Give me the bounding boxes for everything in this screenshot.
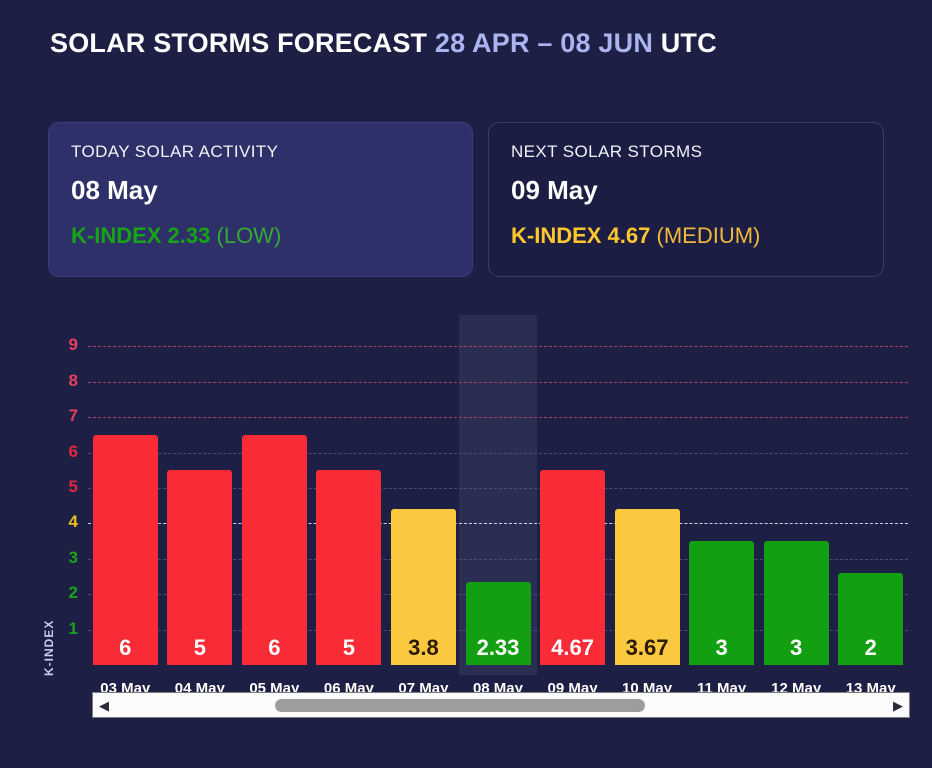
bar-value-label: 5 <box>193 635 206 660</box>
chart-bar[interactable]: 3.8 <box>390 509 456 665</box>
gridline <box>88 346 908 348</box>
scroll-left-arrow-icon[interactable]: ◀ <box>99 697 109 713</box>
card-date-today: 08 May <box>71 175 158 205</box>
bar-value-label: 5 <box>342 635 356 660</box>
chart-bar[interactable]: 2.33 <box>465 582 531 665</box>
card-kindex-today: K-INDEX 2.33 (LOW) <box>71 223 281 249</box>
y-axis-tick-label: 9 <box>68 335 78 355</box>
card-title-today: TODAY SOLAR ACTIVITY <box>71 142 279 161</box>
bar-value-label: 6 <box>268 635 281 660</box>
bar-value-label: 2.33 <box>476 635 520 660</box>
scrollbar-thumb[interactable] <box>275 699 645 712</box>
scroll-right-arrow-icon[interactable]: ▶ <box>893 697 903 713</box>
card-date-next: 09 May <box>511 175 598 205</box>
chart-plot-area: 6 5 6 5 3.8 2.33 4.67 3.67 3 3 2 <box>88 325 908 665</box>
kindex-bar-chart: 6 5 6 5 3.8 2.33 4.67 3.67 3 3 2 9 8 7 6 5 4 3 2 1 03 May 04… <box>0 300 932 700</box>
y-axis-tick-label: 4 <box>68 512 78 532</box>
chart-bar[interactable]: 4.67 <box>540 470 606 665</box>
gridline <box>88 487 908 489</box>
card-kindex-level-next: (MEDIUM) <box>650 223 761 248</box>
page-title: SOLAR STORMS FORECAST 28 APR – 08 JUN UT… <box>50 28 717 59</box>
bar-value-label: 3.8 <box>408 635 439 660</box>
bar-value-label: 2 <box>864 635 877 660</box>
y-axis-tick-label: 1 <box>68 618 78 638</box>
card-kindex-value-next: K-INDEX 4.67 <box>511 223 651 248</box>
chart-horizontal-scrollbar[interactable]: ◀ ▶ <box>92 692 910 718</box>
y-axis-tick-label: 2 <box>68 583 78 603</box>
y-axis-tick-label: 5 <box>68 476 78 496</box>
chart-bar[interactable]: 6 <box>92 434 158 665</box>
chart-bar[interactable]: 5 <box>167 470 233 665</box>
chart-bar[interactable]: 3.67 <box>614 509 680 665</box>
card-title-next: NEXT SOLAR STORMS <box>511 142 703 161</box>
gridline <box>88 417 908 419</box>
next-solar-storms-card: NEXT SOLAR STORMS 09 May K-INDEX 4.67 (M… <box>488 122 884 277</box>
title-utc: UTC <box>653 28 717 58</box>
y-axis-tick-label: 3 <box>68 547 78 567</box>
gridline <box>88 381 908 383</box>
bar-value-label: 3 <box>715 635 728 660</box>
today-solar-activity-card: TODAY SOLAR ACTIVITY 08 May K-INDEX 2.33… <box>48 122 473 277</box>
y-axis-tick-label: 6 <box>68 441 78 461</box>
card-kindex-value-today: K-INDEX 2.33 <box>71 223 211 248</box>
bar-value-label: 4.67 <box>551 635 594 660</box>
gridline <box>88 523 908 525</box>
bar-value-label: 6 <box>119 635 132 660</box>
gridline <box>88 452 908 454</box>
gridline <box>88 558 908 560</box>
card-kindex-next: K-INDEX 4.67 (MEDIUM) <box>511 223 760 249</box>
y-axis-tick-label: 7 <box>68 406 78 426</box>
y-axis-tick-label: 8 <box>68 370 78 390</box>
chart-bar[interactable]: 2 <box>838 572 904 665</box>
title-main: SOLAR STORMS FORECAST <box>50 28 435 58</box>
chart-bar[interactable]: 5 <box>316 470 382 665</box>
card-kindex-level-today: (LOW) <box>210 223 282 248</box>
bar-value-label: 3.67 <box>625 635 669 660</box>
y-axis-title: K-INDEX <box>42 619 56 676</box>
bar-value-label: 3 <box>790 635 803 660</box>
chart-bar[interactable]: 3 <box>689 541 755 665</box>
title-date-range: 28 APR – 08 JUN <box>434 28 654 58</box>
chart-bar[interactable]: 6 <box>241 434 307 665</box>
chart-bar[interactable]: 3 <box>763 541 829 665</box>
